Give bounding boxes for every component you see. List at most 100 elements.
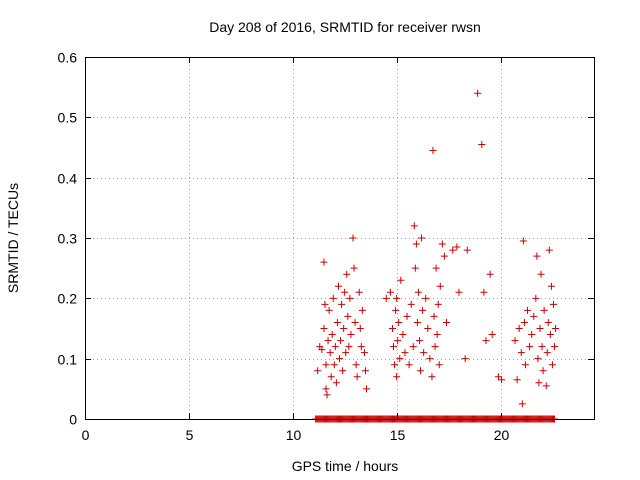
data-point <box>341 288 349 296</box>
data-point <box>526 343 534 351</box>
data-point <box>337 337 345 345</box>
y-tick-label: 0.3 <box>58 231 78 247</box>
data-point <box>524 306 532 314</box>
x-tick-label: 15 <box>390 427 406 443</box>
data-point <box>488 331 496 339</box>
data-point <box>393 373 401 381</box>
data-point <box>486 270 494 278</box>
data-point <box>322 385 330 393</box>
data-point <box>521 361 529 369</box>
data-point <box>360 349 368 357</box>
data-point <box>551 343 559 351</box>
y-tick-label: 0.5 <box>58 110 78 126</box>
data-point <box>432 264 440 272</box>
data-point <box>401 349 409 357</box>
data-point <box>342 349 350 357</box>
data-point <box>411 264 419 272</box>
data-point <box>518 400 526 408</box>
data-point <box>322 361 330 369</box>
data-point <box>449 246 457 254</box>
data-point <box>333 318 341 326</box>
y-tick-label: 0 <box>69 412 77 428</box>
x-tick-label: 10 <box>286 427 302 443</box>
data-point <box>331 343 339 351</box>
data-point <box>515 325 523 332</box>
data-point <box>320 258 328 266</box>
data-point <box>549 300 557 308</box>
data-point <box>415 337 423 345</box>
y-tick-label: 0.2 <box>58 291 78 307</box>
data-point <box>547 282 555 290</box>
data-point <box>545 246 553 254</box>
data-point <box>353 373 361 381</box>
data-point <box>325 306 333 314</box>
data-point <box>418 234 426 242</box>
data-point <box>361 367 369 375</box>
data-point <box>424 325 432 332</box>
x-axis-label: GPS time / hours <box>292 458 399 474</box>
data-point <box>542 382 550 390</box>
data-point <box>318 346 326 354</box>
data-point <box>324 337 332 345</box>
grid-lines <box>85 57 594 419</box>
data-point <box>382 294 390 302</box>
data-point <box>482 337 490 345</box>
data-point <box>519 237 527 245</box>
data-point <box>431 343 439 351</box>
data-point <box>396 355 404 363</box>
data-point <box>530 312 538 320</box>
data-point <box>338 300 346 308</box>
data-point <box>544 318 552 326</box>
data-point <box>463 246 471 254</box>
data-point <box>330 361 338 369</box>
data-point <box>336 355 343 363</box>
data-point <box>409 343 417 351</box>
data-point <box>461 355 469 363</box>
chart-title: Day 208 of 2016, SRMTID for receiver rws… <box>209 19 481 35</box>
data-point <box>455 288 463 296</box>
data-point <box>320 325 328 332</box>
data-point <box>357 343 365 351</box>
data-point <box>532 294 540 302</box>
data-point <box>349 234 357 242</box>
data-point <box>392 306 400 314</box>
data-point <box>533 252 541 260</box>
data-point <box>386 288 394 296</box>
data-point <box>314 367 322 375</box>
data-point <box>546 331 554 339</box>
data-point <box>340 325 348 332</box>
data-point <box>345 343 353 351</box>
data-point <box>520 318 528 326</box>
data-point <box>412 240 420 248</box>
data-point <box>434 300 442 308</box>
data-point <box>323 391 331 399</box>
data-point <box>480 288 488 296</box>
y-tick-label: 0.6 <box>58 50 78 66</box>
data-point <box>410 222 418 230</box>
data-point <box>347 331 355 339</box>
data-point <box>344 312 352 320</box>
data-point <box>517 349 525 357</box>
data-point <box>540 306 548 314</box>
data-point <box>355 288 363 296</box>
data-point <box>429 147 437 155</box>
data-point <box>394 337 402 345</box>
data-point <box>433 331 441 339</box>
data-point <box>498 376 506 384</box>
data-point <box>528 331 536 339</box>
data-point <box>397 276 405 284</box>
data-point <box>363 385 371 393</box>
data-point <box>327 373 335 381</box>
data-point <box>436 282 444 290</box>
data-point <box>343 270 351 278</box>
data-point <box>435 361 443 369</box>
data-point <box>536 325 544 332</box>
data-point <box>388 325 396 332</box>
data-point <box>358 306 366 314</box>
data-point <box>539 367 547 375</box>
data-point <box>321 300 329 308</box>
y-tick-label: 0.4 <box>58 171 78 187</box>
data-point <box>428 373 436 381</box>
data-point <box>405 361 413 369</box>
